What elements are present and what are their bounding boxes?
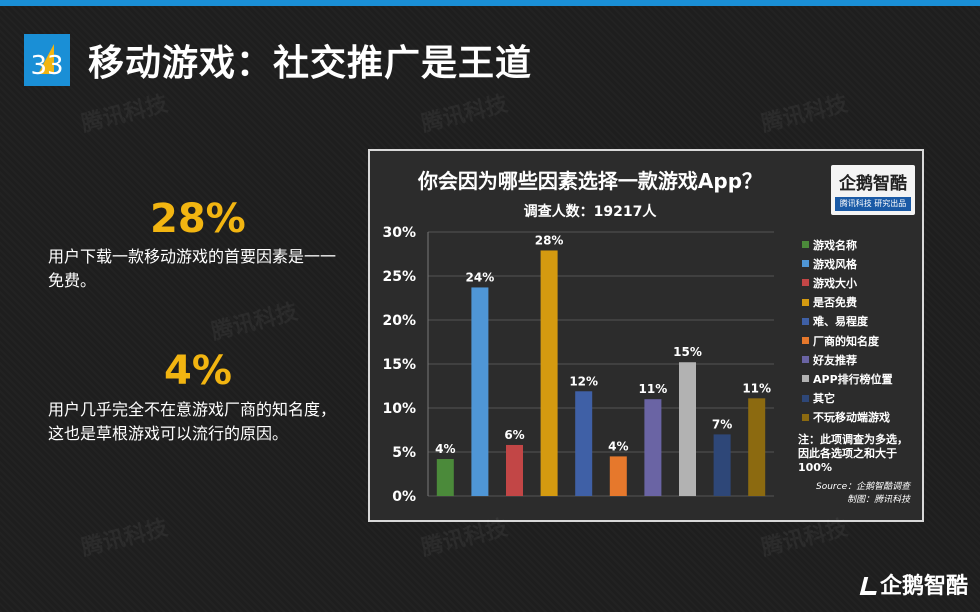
- data-label: 12%: [569, 374, 598, 388]
- data-label: 24%: [466, 270, 495, 284]
- legend-item: 好友推荐: [802, 350, 893, 369]
- penguin-logo-icon: [859, 577, 881, 595]
- legend-label: 难、易程度: [813, 315, 868, 329]
- stat-free-value: 28%: [150, 196, 246, 242]
- legend-label: 是否免费: [813, 296, 857, 310]
- watermark: 腾讯科技: [418, 91, 511, 138]
- credit-line: 制图：腾讯科技: [847, 495, 911, 505]
- legend-swatch: [802, 356, 809, 364]
- data-label: 28%: [535, 233, 564, 247]
- legend-label: APP排行榜位置: [813, 372, 893, 386]
- legend-item: 其它: [802, 389, 893, 408]
- stat-brand-value: 4%: [164, 348, 232, 394]
- y-tick-label: 0%: [392, 489, 416, 505]
- legend-swatch: [802, 413, 809, 421]
- chart-note: 注：此项调查为多选，因此各选项之和大于100%: [798, 433, 908, 474]
- data-label: 15%: [673, 345, 702, 359]
- stat-free-text: 用户下载一款移动游戏的首要因素是一一免费。: [48, 247, 337, 290]
- legend-swatch: [802, 298, 809, 306]
- bar: [506, 444, 523, 496]
- y-tick-label: 25%: [382, 269, 416, 285]
- chart-subtitle: 调查人数：19217人: [523, 204, 657, 220]
- bar: [609, 456, 627, 496]
- legend-label: 游戏名称: [813, 238, 857, 252]
- legend-item: APP排行榜位置: [802, 369, 893, 388]
- bar: [713, 434, 731, 496]
- bar: [436, 459, 454, 496]
- legend-label: 游戏大小: [813, 276, 857, 290]
- legend-item: 是否免费: [802, 293, 893, 312]
- y-tick-label: 10%: [382, 401, 416, 417]
- legend-item: 厂商的知名度: [802, 331, 893, 350]
- legend-label: 其它: [813, 392, 835, 406]
- footer-logo-text: 企鹅智酷: [880, 574, 969, 599]
- data-label: 11%: [742, 381, 771, 395]
- legend-item: 不玩移动端游戏: [802, 408, 893, 427]
- watermark: 腾讯科技: [208, 299, 301, 346]
- y-tick-label: 30%: [382, 225, 416, 241]
- bar: [748, 398, 766, 496]
- legend-item: 游戏名称: [802, 235, 893, 254]
- data-label: 4%: [608, 439, 628, 453]
- bar: [679, 362, 696, 496]
- brand-logo: 企鹅智酷 腾讯科技 研究出品: [831, 165, 915, 215]
- data-label: 11%: [639, 382, 668, 396]
- watermark: 腾讯科技: [78, 91, 171, 138]
- watermark: 腾讯科技: [758, 91, 851, 138]
- chart-source: Source：企鹅智酷调查 制图：腾讯科技: [816, 481, 910, 507]
- source-line: Source：企鹅智酷调查: [816, 482, 911, 492]
- legend-item: 游戏风格: [802, 254, 893, 273]
- legend-label: 不玩移动端游戏: [813, 411, 890, 425]
- legend-swatch: [802, 317, 809, 325]
- y-tick-label: 5%: [392, 445, 416, 461]
- legend-label: 厂商的知名度: [813, 334, 879, 348]
- watermark: 腾讯科技: [78, 515, 171, 562]
- bar: [471, 287, 489, 496]
- legend-swatch: [802, 241, 809, 249]
- page-number-badge: 33: [24, 34, 70, 86]
- legend-label: 游戏风格: [813, 257, 857, 271]
- bar: [540, 250, 558, 496]
- page-number: 33: [30, 51, 64, 81]
- data-label: 4%: [435, 442, 455, 456]
- top-accent-bar: [0, 0, 980, 6]
- y-tick-label: 15%: [382, 357, 416, 373]
- legend-swatch: [802, 279, 809, 287]
- legend-item: 难、易程度: [802, 312, 893, 331]
- stat-brand-text: 用户几乎完全不在意游戏厂商的知名度，这也是草根游戏可以流行的原因。: [48, 400, 337, 443]
- footer-logo: 企鹅智酷: [859, 568, 969, 600]
- legend-swatch: [802, 375, 809, 383]
- data-label: 7%: [712, 417, 732, 431]
- brand-name: 企鹅智酷: [839, 174, 907, 194]
- legend-swatch: [802, 394, 809, 402]
- chart-panel: 你会因为哪些因素选择一款游戏App？ 调查人数：19217人 企鹅智酷 腾讯科技…: [368, 149, 924, 522]
- flag-icon: [38, 44, 54, 74]
- bar: [644, 399, 662, 496]
- data-label: 6%: [504, 428, 524, 442]
- legend-item: 游戏大小: [802, 273, 893, 292]
- legend-swatch: [802, 260, 809, 268]
- page-title: 移动游戏：社交推广是王道: [88, 43, 533, 84]
- legend-swatch: [802, 337, 809, 345]
- bar-chart: 0% 5% 10% 15% 20% 25% 30% 4% 24% 6% 28% 12% 4% 11% 15%…: [382, 225, 774, 505]
- brand-tag: 腾讯科技 研究出品: [835, 197, 911, 211]
- bar: [575, 391, 593, 496]
- y-tick-label: 20%: [382, 313, 416, 329]
- chart-title: 你会因为哪些因素选择一款游戏App？: [417, 169, 763, 193]
- legend-label: 好友推荐: [813, 353, 857, 367]
- chart-legend: 游戏名称游戏风格游戏大小是否免费难、易程度厂商的知名度 好友推荐 APP排行榜位置其…: [802, 235, 893, 427]
